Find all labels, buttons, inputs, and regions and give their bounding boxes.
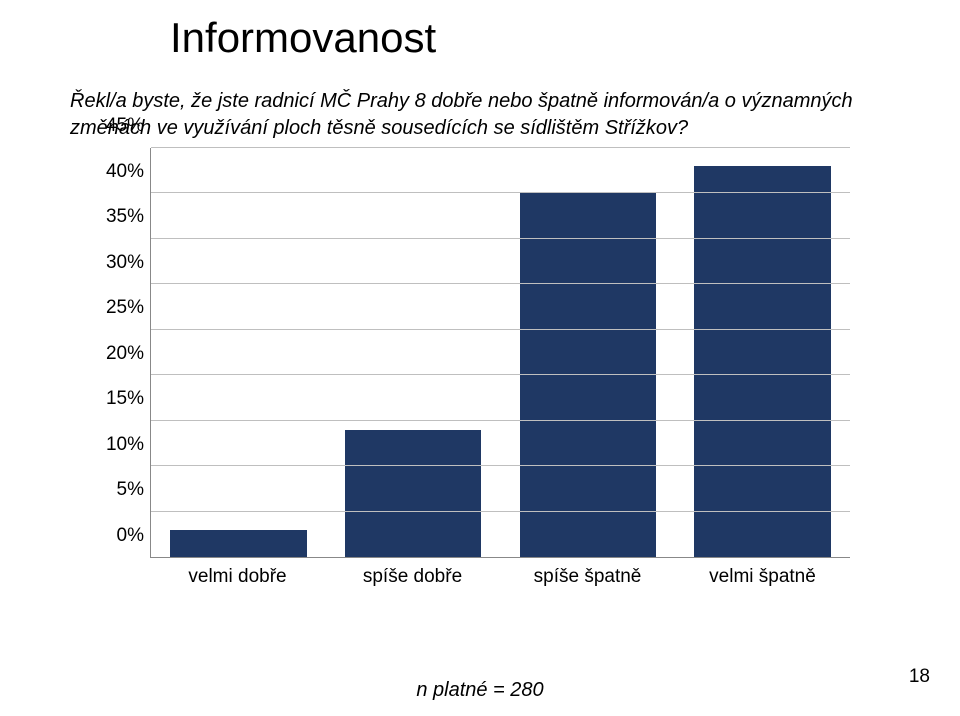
y-tick-label: 0% [90,525,144,547]
plot-area [150,148,850,558]
bar-slot [326,148,501,557]
x-tick-label: velmi špatně [675,562,850,588]
chart-caption: n platné = 280 [0,679,960,702]
x-tick-label: spíše špatně [500,562,675,588]
y-tick-label: 40% [90,161,144,183]
bar [345,430,481,557]
grid-line [151,238,850,239]
bars-container [151,148,850,557]
x-axis-labels: velmi dobřespíše dobřespíše špatněvelmi … [150,562,850,588]
grid-line [151,192,850,193]
y-tick-label: 10% [90,434,144,456]
bar-chart: velmi dobřespíše dobřespíše špatněvelmi … [90,148,860,588]
y-tick-label: 35% [90,206,144,228]
grid-line [151,465,850,466]
chart-subtitle: Řekl/a byste, že jste radnicí MČ Prahy 8… [70,88,890,142]
grid-line [151,511,850,512]
y-tick-label: 45% [90,115,144,137]
x-tick-label: velmi dobře [150,562,325,588]
grid-line [151,283,850,284]
slide: Informovanost Řekl/a byste, že jste radn… [0,0,960,716]
grid-line [151,329,850,330]
grid-line [151,147,850,148]
bar-slot [501,148,676,557]
bar-slot [151,148,326,557]
y-tick-label: 25% [90,297,144,319]
page-number: 18 [909,666,930,688]
grid-line [151,420,850,421]
grid-line [151,374,850,375]
y-tick-label: 20% [90,343,144,365]
bar [170,530,306,557]
y-tick-label: 5% [90,479,144,501]
bar [694,166,830,557]
x-tick-label: spíše dobře [325,562,500,588]
bar-slot [675,148,850,557]
y-tick-label: 30% [90,252,144,274]
page-title: Informovanost [170,14,920,62]
y-tick-label: 15% [90,388,144,410]
